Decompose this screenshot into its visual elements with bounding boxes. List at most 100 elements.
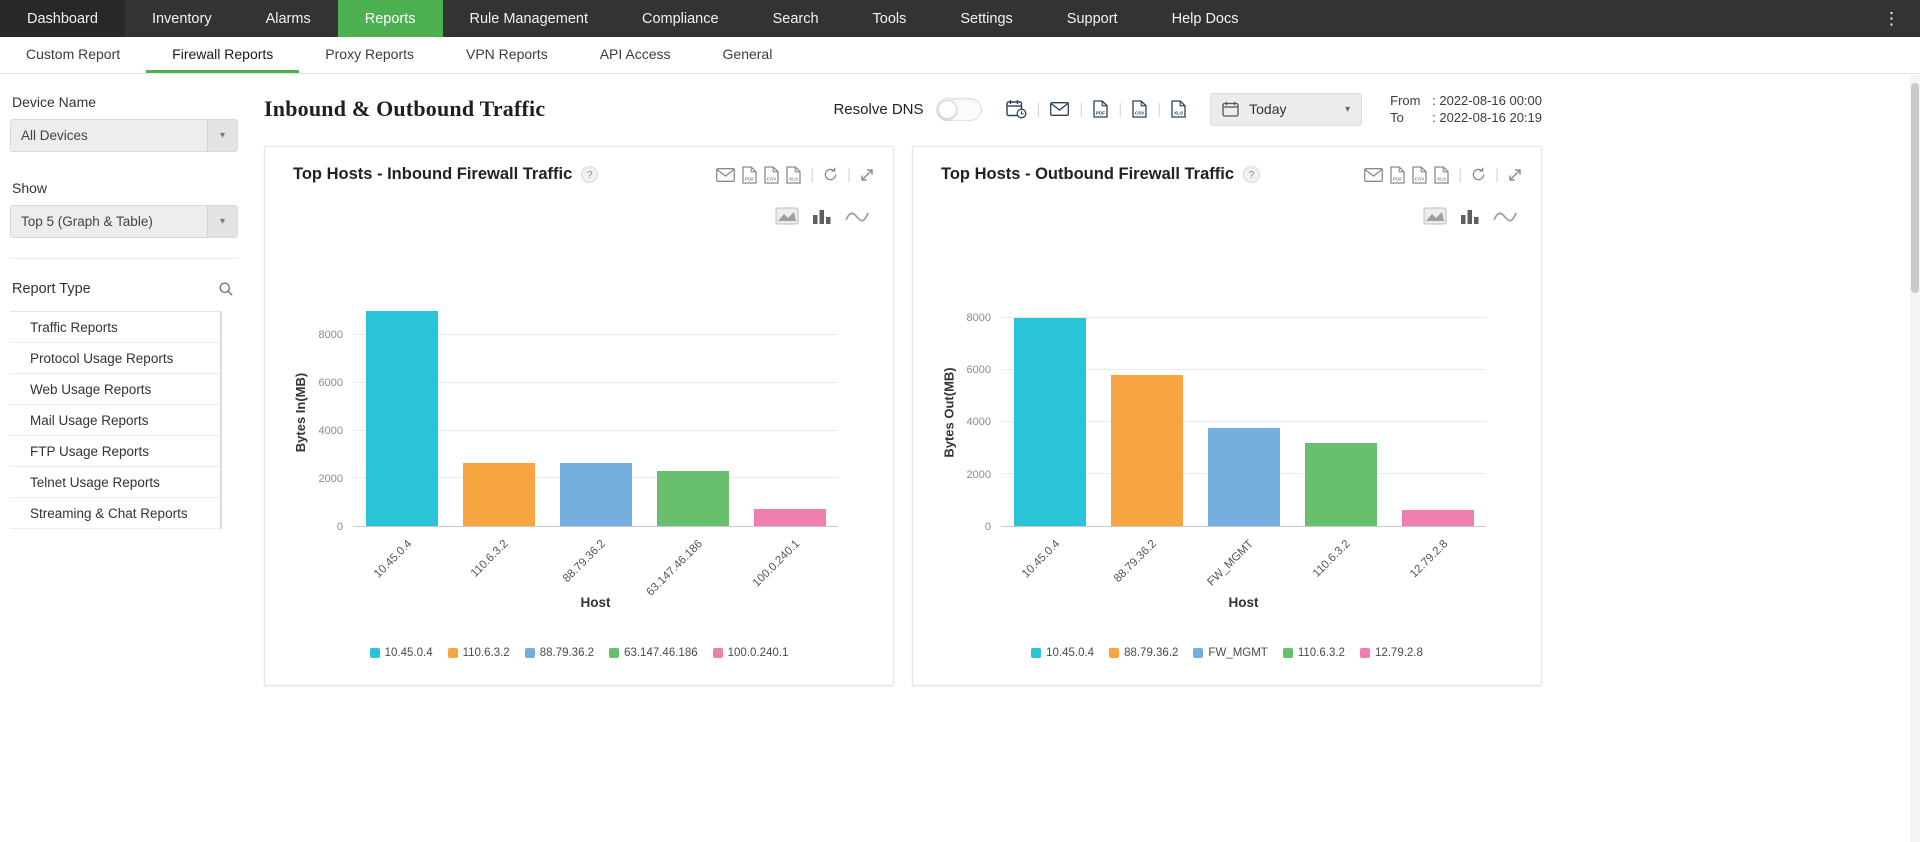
report-type-item-ftp-usage-reports[interactable]: FTP Usage Reports [10, 436, 220, 467]
subnav-item-custom-report[interactable]: Custom Report [26, 45, 121, 62]
subnav-item-vpn-reports[interactable]: VPN Reports [466, 45, 548, 62]
subnav-item-api-access[interactable]: API Access [599, 45, 671, 62]
chart-type-line-icon[interactable] [1493, 209, 1517, 223]
legend-item-88-79-36-2[interactable]: 88.79.36.2 [524, 647, 594, 659]
legend-swatch [1031, 648, 1042, 658]
topnav-item-compliance[interactable]: Compliance [642, 10, 719, 27]
topnav-item-reports[interactable]: Reports [337, 0, 443, 37]
help-icon[interactable]: ? [581, 166, 599, 183]
report-type-item-streaming-chat-reports[interactable]: Streaming & Chat Reports [10, 498, 220, 529]
svg-text:PDF: PDF [745, 176, 754, 181]
bar-88-79-36-2[interactable] [559, 462, 632, 526]
bar-10-45-0-4[interactable] [365, 311, 438, 526]
legend-item-12-79-2-8[interactable]: 12.79.2.8 [1359, 647, 1423, 659]
topnav-item-search[interactable]: Search [772, 10, 819, 27]
subnav-item-firewall-reports[interactable]: Firewall Reports [146, 37, 300, 73]
topnav-item-settings[interactable]: Settings [960, 10, 1013, 27]
schedule-report-icon[interactable] [1004, 99, 1029, 119]
detach-icon[interactable] [860, 167, 875, 182]
x-axis-ticks: 10.45.0.4 88.79.36.2 FW_MGMT 110.6.3.2 12.79… [1001, 530, 1486, 602]
chart-type-area-icon[interactable] [775, 207, 799, 225]
subnav-item-general[interactable]: General [722, 45, 773, 62]
topnav-item-rule-management[interactable]: Rule Management [469, 10, 589, 27]
csv-icon[interactable]: CSV [1412, 165, 1427, 184]
overflow-menu-button[interactable]: ⋮ [1883, 8, 1900, 28]
topnav-item-dashboard[interactable]: Dashboard [0, 0, 125, 37]
x-tick-label: 10.45.0.4 [371, 538, 414, 581]
report-type-search-icon[interactable] [218, 281, 234, 297]
legend-label: 10.45.0.4 [384, 647, 433, 659]
calendar-icon [1222, 101, 1239, 117]
svg-text:CSV: CSV [1135, 110, 1145, 115]
email-icon[interactable] [716, 167, 736, 182]
legend-item-88-79-36-2[interactable]: 88.79.36.2 [1109, 647, 1178, 659]
refresh-icon[interactable] [1471, 167, 1486, 182]
bar-12-79-2-8[interactable] [1401, 510, 1474, 526]
legend-item-63-147-46-186[interactable]: 63.147.46.186 [609, 647, 698, 659]
report-type-item-telnet-usage-reports[interactable]: Telnet Usage Reports [10, 467, 220, 498]
chart-type-area-icon[interactable] [1423, 207, 1447, 225]
topnav-item-alarms[interactable]: Alarms [265, 10, 311, 27]
legend-item-110-6-3-2[interactable]: 110.6.3.2 [447, 647, 510, 659]
card-title: Top Hosts - Outbound Firewall Traffic [941, 165, 1235, 183]
outbound-traffic-card: Top Hosts - Outbound Firewall Traffic ? … [912, 146, 1542, 686]
pdf-icon[interactable]: PDF [742, 165, 757, 184]
legend-item-10-45-0-4[interactable]: 10.45.0.4 [1031, 647, 1094, 659]
email-icon[interactable] [1048, 102, 1071, 116]
legend-item-110-6-3-2[interactable]: 110.6.3.2 [1282, 647, 1345, 659]
topnav-item-support[interactable]: Support [1066, 10, 1118, 27]
top-nav-items: Dashboard Inventory Alarms Reports Rule Mana… [0, 0, 1265, 37]
topnav-item-tools[interactable]: Tools [872, 10, 907, 27]
show-select[interactable]: Top 5 (Graph & Table) ▾ [10, 205, 238, 238]
resolve-dns-toggle[interactable] [935, 97, 982, 121]
bar-110-6-3-2[interactable] [462, 462, 535, 526]
bar-110-6-3-2[interactable] [1304, 442, 1377, 526]
device-select[interactable]: All Devices ▾ [10, 119, 238, 152]
device-name-label: Device Name [12, 94, 97, 110]
page-title: Inbound & Outbound Traffic [264, 96, 546, 121]
xls-export-icon[interactable]: XLS [1169, 100, 1188, 118]
x-axis-ticks: 10.45.0.4 110.6.3.2 88.79.36.2 63.147.46.18… [353, 530, 838, 602]
svg-text:XLS: XLS [789, 176, 798, 181]
bar-fw-mgmt[interactable] [1207, 428, 1280, 526]
bar-88-79-36-2[interactable] [1110, 375, 1183, 526]
help-icon[interactable]: ? [1243, 166, 1261, 183]
legend-item-fw-mgmt[interactable]: FW_MGMT [1193, 647, 1268, 659]
svg-text:XLS: XLS [1437, 176, 1446, 181]
pdf-icon[interactable]: PDF [1390, 165, 1405, 184]
x-tick-label: 10.45.0.4 [1019, 538, 1062, 581]
report-type-item-traffic-reports[interactable]: Traffic Reports [10, 312, 220, 343]
chart-type-bar-icon[interactable] [1460, 207, 1480, 225]
divider: | [847, 166, 851, 183]
xls-icon[interactable]: XLS [1434, 165, 1449, 184]
x-tick-label: 88.79.36.2 [561, 538, 608, 585]
vertical-scrollbar [1910, 75, 1920, 842]
report-type-item-web-usage-reports[interactable]: Web Usage Reports [10, 374, 220, 405]
report-type-item-mail-usage-reports[interactable]: Mail Usage Reports [10, 405, 220, 436]
topnav-item-inventory[interactable]: Inventory [151, 10, 212, 27]
email-icon[interactable] [1364, 167, 1384, 182]
period-select[interactable]: Today ▾ [1210, 92, 1363, 126]
topnav-item-help-docs[interactable]: Help Docs [1171, 10, 1239, 27]
bar-63-147-46-186[interactable] [656, 471, 729, 526]
divider: | [1495, 166, 1499, 183]
chevron-down-icon: ▾ [1345, 103, 1351, 115]
subnav-item-proxy-reports[interactable]: Proxy Reports [325, 45, 414, 62]
csv-export-icon[interactable]: CSV [1130, 100, 1149, 118]
refresh-icon[interactable] [823, 167, 838, 182]
plot-area [353, 297, 838, 527]
bar-100-0-240-1[interactable] [753, 509, 826, 526]
chart-type-bar-icon[interactable] [812, 207, 832, 225]
scrollbar-thumb[interactable] [1911, 83, 1919, 293]
chart-type-line-icon[interactable] [845, 209, 869, 223]
xls-icon[interactable]: XLS [786, 165, 801, 184]
legend-item-10-45-0-4[interactable]: 10.45.0.4 [369, 647, 433, 659]
pdf-export-icon[interactable]: PDF [1091, 100, 1110, 118]
bar-10-45-0-4[interactable] [1013, 317, 1086, 526]
report-type-item-protocol-usage-reports[interactable]: Protocol Usage Reports [10, 343, 220, 374]
detach-icon[interactable] [1508, 167, 1523, 182]
bars [353, 297, 838, 526]
csv-icon[interactable]: CSV [764, 165, 779, 184]
legend-label: 100.0.240.1 [727, 647, 789, 659]
legend-item-100-0-240-1[interactable]: 100.0.240.1 [712, 647, 789, 659]
